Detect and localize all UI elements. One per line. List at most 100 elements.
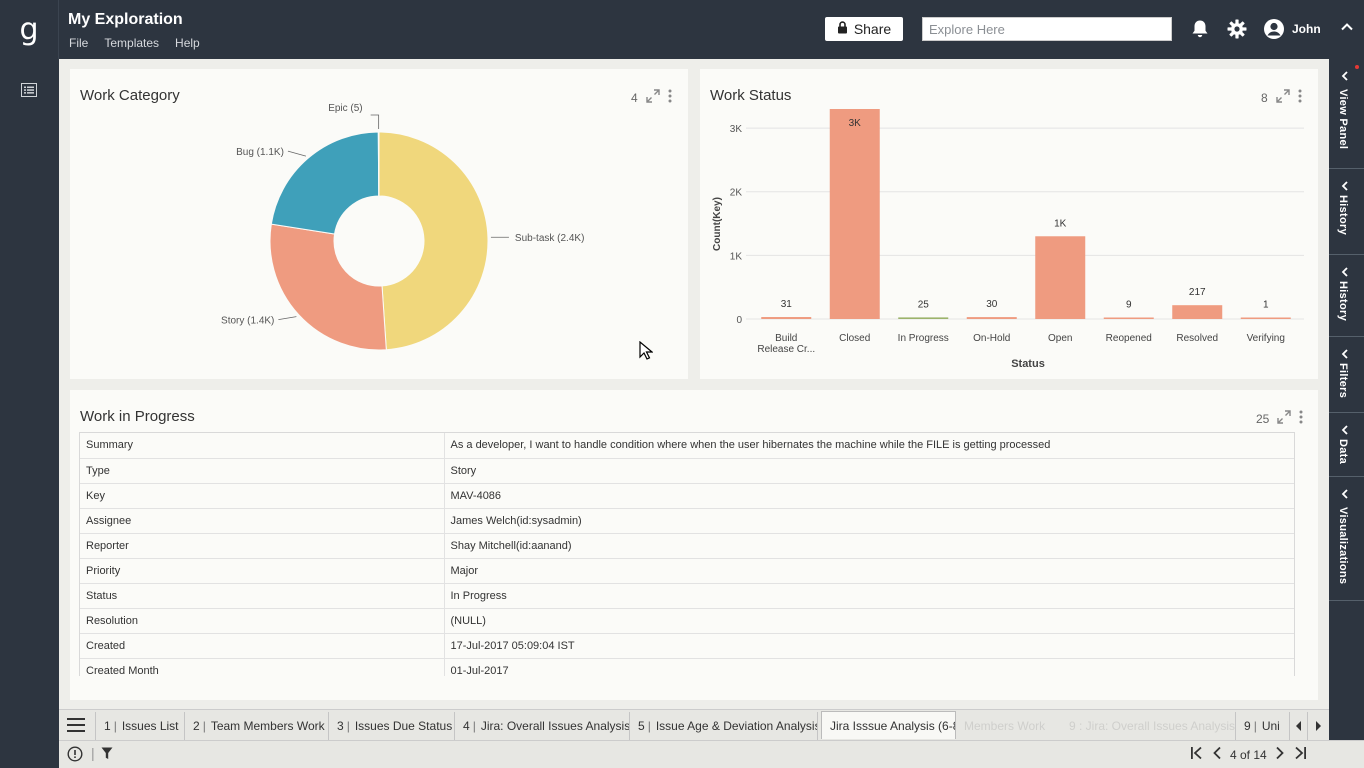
table-row[interactable]: Resolution (NULL) [80,608,1294,634]
app-title: My Exploration [68,11,183,28]
bell-icon[interactable] [1188,17,1212,41]
bar[interactable] [761,317,812,319]
user-name[interactable]: John [1292,22,1321,36]
tab-number: 3 [337,719,344,733]
tab-scroll-left-icon[interactable] [1290,712,1308,740]
menu-file[interactable]: File [69,36,89,50]
field-label: Priority [80,558,445,584]
explore-search-input[interactable] [922,17,1172,41]
x-tick-label: Build [775,333,797,344]
table-row[interactable]: Type Story [80,458,1294,484]
data-label: 1 [1263,300,1269,311]
table-row[interactable]: Status In Progress [80,583,1294,609]
field-value: 17-Jul-2017 05:09:04 IST [444,633,1294,659]
donut-slice[interactable] [270,131,380,235]
previous-page-icon[interactable] [1212,746,1222,763]
next-page-icon[interactable] [1275,746,1285,763]
expand-icon[interactable] [645,89,660,106]
work-in-progress-table: Summary As a developer, I want to handle … [79,432,1295,676]
menu-templates[interactable]: Templates [104,36,160,50]
chevron-left-icon [1340,264,1350,282]
tab-history[interactable]: History [1329,169,1364,255]
more-options-icon[interactable] [1299,410,1303,427]
sheet-tab[interactable]: 5 | Issue Age & Deviation Analysis [630,712,818,740]
tab-label: Jira Isssue Analysis (6-8) [830,718,956,733]
tab-number: 2 [193,719,200,733]
tab-label: Members Work [964,719,1046,733]
bar[interactable] [1103,317,1154,320]
field-label: Type [80,458,445,484]
last-page-icon[interactable] [1293,746,1307,763]
tab-separator: | [346,719,350,733]
work-status-title: Work Status [710,87,792,104]
panel-tools: 4 [631,89,672,106]
tab-label: Issues List [121,719,179,733]
page-navigator: 4 of 14 [1190,746,1307,763]
panel-tools: 25 [1256,410,1303,427]
table-row[interactable]: Reporter Shay Mitchell(id:aanand) [80,533,1294,559]
sheet-tab[interactable]: 9 | Uni [1236,712,1290,740]
gear-icon[interactable] [1225,17,1249,41]
tab-view-panel[interactable]: View Panel [1329,59,1364,169]
tab-history-2[interactable]: History [1329,255,1364,337]
more-options-icon[interactable] [668,89,672,106]
data-label: 3K [849,118,862,129]
field-value: James Welch(id:sysadmin) [444,508,1294,534]
sheet-tab-ghost: 9 : Jira: Overall Issues Analysis [1061,712,1236,740]
sheet-tab-bar: 1 | Issues List 2 | Team Members Work 3 | Issu… [59,709,1329,740]
work-category-title: Work Category [80,87,180,104]
sheet-tab[interactable]: 2 | Team Members Work [185,712,329,740]
field-value: MAV-4086 [444,483,1294,509]
table-row[interactable]: Summary As a developer, I want to handle … [80,433,1294,459]
field-label: Reporter [80,533,445,559]
first-page-icon[interactable] [1190,746,1204,763]
table-row[interactable]: Assignee James Welch(id:sysadmin) [80,508,1294,534]
field-value: Major [444,558,1294,584]
menu-help[interactable]: Help [175,36,200,50]
bar[interactable] [829,109,880,319]
tab-data[interactable]: Data [1329,413,1364,477]
main-menu: File Templates Help [69,36,200,50]
list-view-icon[interactable] [21,83,37,102]
expand-icon[interactable] [1275,89,1290,106]
field-label: Assignee [80,508,445,534]
bar[interactable] [898,317,949,319]
table-row[interactable]: Key MAV-4086 [80,483,1294,509]
bar[interactable] [1240,317,1291,320]
sheet-tab[interactable]: 1 | Issues List [95,712,185,740]
chevron-up-icon[interactable] [1340,20,1354,39]
data-label: 1K [1054,218,1067,229]
table-row[interactable]: Priority Major [80,558,1294,584]
app-logo[interactable]: g [0,0,59,59]
sheet-tab-active[interactable]: Jira Isssue Analysis (6-8) [821,711,956,739]
donut-slice[interactable] [269,223,387,351]
tab-label: Team Members Work [210,719,325,733]
filter-icon[interactable] [101,747,113,765]
bar[interactable] [966,317,1017,319]
sheet-tab[interactable]: 4 | Jira: Overall Issues Analysis [455,712,630,740]
hamburger-menu-icon[interactable] [67,718,85,737]
x-tick-label: In Progress [898,333,949,344]
work-in-progress-title: Work in Progress [80,408,195,425]
sheet-tab[interactable]: 3 | Issues Due Status [329,712,455,740]
share-label: Share [853,21,892,37]
field-label: Summary [80,433,445,459]
bar[interactable] [1172,305,1223,319]
user-avatar-icon[interactable] [1262,17,1286,41]
tab-number: 4 [463,719,470,733]
table-row[interactable]: Created 17-Jul-2017 05:09:04 IST [80,633,1294,659]
donut-slice[interactable] [378,131,489,351]
data-label: 31 [781,299,793,310]
donut-slice[interactable] [377,131,380,197]
tab-scroll-right-icon[interactable] [1308,712,1328,740]
tab-filters[interactable]: Filters [1329,337,1364,413]
bar[interactable] [1035,236,1086,319]
tab-visualizations[interactable]: Visualizations [1329,477,1364,601]
more-options-icon[interactable] [1298,89,1302,106]
info-alert-icon[interactable] [67,746,83,767]
y-tick-label: 0 [736,315,742,326]
expand-icon[interactable] [1277,410,1292,427]
table-row[interactable]: Created Month 01-Jul-2017 [80,658,1294,676]
share-button[interactable]: Share [825,17,903,41]
tab-separator: | [202,719,206,733]
